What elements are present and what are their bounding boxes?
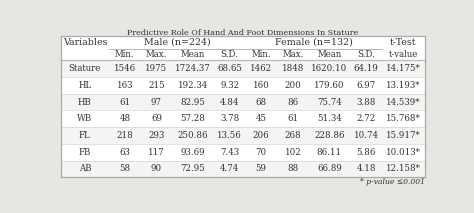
Text: 3.88: 3.88 — [356, 98, 376, 106]
Bar — [61, 36, 425, 177]
Text: 14.175*: 14.175* — [386, 64, 421, 73]
Text: 6.97: 6.97 — [356, 81, 375, 90]
Text: 1724.37: 1724.37 — [175, 64, 211, 73]
Text: 13.193*: 13.193* — [386, 81, 421, 90]
Text: 61: 61 — [287, 114, 299, 123]
Text: Predictive Role Of Hand And Foot Dimensions In Stature: Predictive Role Of Hand And Foot Dimensi… — [127, 29, 359, 37]
Text: 15.917*: 15.917* — [386, 131, 421, 140]
Text: 2.72: 2.72 — [356, 114, 375, 123]
Text: 13.56: 13.56 — [217, 131, 242, 140]
Text: 228.86: 228.86 — [314, 131, 345, 140]
Text: Mean: Mean — [317, 50, 342, 59]
Text: 82.95: 82.95 — [181, 98, 205, 106]
Text: 160: 160 — [253, 81, 270, 90]
Text: 250.86: 250.86 — [178, 131, 208, 140]
Text: 3.78: 3.78 — [220, 114, 239, 123]
Text: 63: 63 — [119, 148, 130, 157]
Bar — [61, 161, 425, 177]
Text: S.D.: S.D. — [357, 50, 375, 59]
Text: 70: 70 — [255, 148, 267, 157]
Text: 179.60: 179.60 — [314, 81, 345, 90]
Text: Min.: Min. — [252, 50, 271, 59]
Text: 1462: 1462 — [250, 64, 272, 73]
Text: 200: 200 — [284, 81, 301, 90]
Text: 117: 117 — [148, 148, 165, 157]
Text: 59: 59 — [255, 164, 267, 173]
Text: 10.013*: 10.013* — [386, 148, 421, 157]
Text: HL: HL — [78, 81, 91, 90]
Text: Max.: Max. — [282, 50, 303, 59]
Text: AB: AB — [79, 164, 91, 173]
Text: 86: 86 — [287, 98, 299, 106]
Text: 293: 293 — [148, 131, 164, 140]
Bar — [61, 144, 425, 161]
Text: 68: 68 — [255, 98, 267, 106]
Bar — [61, 110, 425, 127]
Text: Max.: Max. — [146, 50, 167, 59]
Text: 15.768*: 15.768* — [386, 114, 421, 123]
Text: 45: 45 — [255, 114, 267, 123]
Text: 4.84: 4.84 — [220, 98, 239, 106]
Text: 5.86: 5.86 — [356, 148, 376, 157]
Text: 102: 102 — [284, 148, 301, 157]
Text: 69: 69 — [151, 114, 162, 123]
Text: 192.34: 192.34 — [178, 81, 208, 90]
Text: t-Test: t-Test — [390, 38, 417, 47]
Text: 163: 163 — [117, 81, 133, 90]
Text: FL: FL — [79, 131, 91, 140]
Text: Male (n=224): Male (n=224) — [144, 38, 210, 47]
Text: S.D.: S.D. — [221, 50, 238, 59]
Text: Female (n=132): Female (n=132) — [274, 38, 353, 47]
Text: 14.539*: 14.539* — [386, 98, 421, 106]
Text: 88: 88 — [287, 164, 299, 173]
Text: * p-value ≤0.001: * p-value ≤0.001 — [360, 178, 425, 186]
Text: 1620.10: 1620.10 — [311, 64, 347, 73]
Text: HB: HB — [78, 98, 92, 106]
Text: 72.95: 72.95 — [181, 164, 205, 173]
Text: 48: 48 — [119, 114, 130, 123]
Text: 68.65: 68.65 — [217, 64, 242, 73]
Text: 97: 97 — [151, 98, 162, 106]
Text: 215: 215 — [148, 81, 165, 90]
Text: 12.158*: 12.158* — [386, 164, 421, 173]
Text: t-value: t-value — [389, 50, 418, 59]
Text: 9.32: 9.32 — [220, 81, 239, 90]
Text: 1975: 1975 — [146, 64, 167, 73]
Text: 1546: 1546 — [114, 64, 136, 73]
Text: 4.74: 4.74 — [220, 164, 239, 173]
Text: 268: 268 — [284, 131, 301, 140]
Bar — [61, 94, 425, 110]
Text: 64.19: 64.19 — [354, 64, 378, 73]
Text: 75.74: 75.74 — [317, 98, 342, 106]
Text: Min.: Min. — [115, 50, 135, 59]
Text: 58: 58 — [119, 164, 130, 173]
Text: 206: 206 — [253, 131, 270, 140]
Text: 57.28: 57.28 — [181, 114, 205, 123]
Text: Variables: Variables — [63, 38, 107, 47]
Bar — [61, 127, 425, 144]
Text: 90: 90 — [151, 164, 162, 173]
Text: 51.34: 51.34 — [317, 114, 342, 123]
Text: 86.11: 86.11 — [317, 148, 342, 157]
Text: 66.89: 66.89 — [317, 164, 342, 173]
Text: 4.18: 4.18 — [356, 164, 376, 173]
Bar — [61, 77, 425, 94]
Text: 1848: 1848 — [282, 64, 304, 73]
Text: 93.69: 93.69 — [181, 148, 205, 157]
Text: 61: 61 — [119, 98, 130, 106]
Text: 7.43: 7.43 — [220, 148, 239, 157]
Text: Mean: Mean — [181, 50, 205, 59]
Bar — [61, 60, 425, 77]
Text: WB: WB — [77, 114, 92, 123]
Text: 10.74: 10.74 — [354, 131, 379, 140]
Text: FB: FB — [79, 148, 91, 157]
Text: Stature: Stature — [69, 64, 101, 73]
Text: 218: 218 — [117, 131, 133, 140]
